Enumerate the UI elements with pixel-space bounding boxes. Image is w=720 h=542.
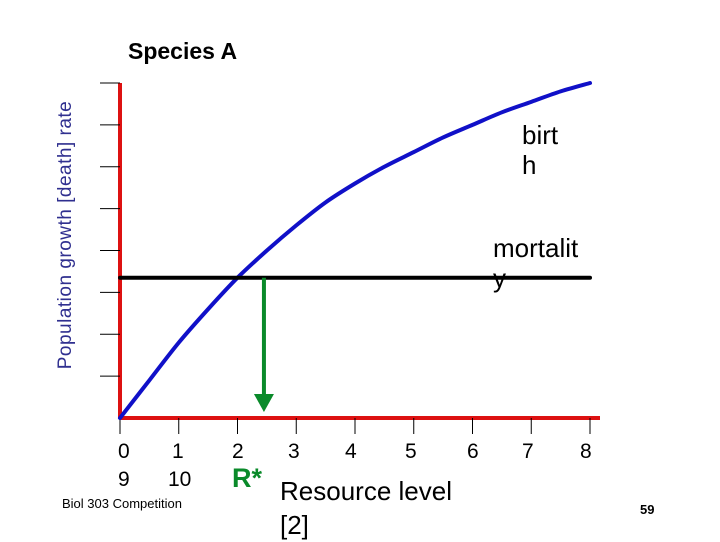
x-tick-label: 5 (405, 440, 417, 463)
mortality-series-label: mortalit y (493, 233, 578, 293)
x-tick-label: 10 (168, 468, 192, 491)
x-tick-label: 2 (232, 440, 244, 463)
birth-label-text: birt h (522, 120, 559, 180)
r-star-label: R* (232, 463, 263, 493)
x-tick-label: 6 (467, 440, 479, 463)
mortality-label-text: mortalit y (493, 233, 579, 293)
x-axis-label-note: [2] (280, 510, 309, 540)
birth-series-line (118, 81, 592, 420)
page-number: 59 (640, 502, 655, 517)
x-tick-label: 3 (288, 440, 300, 463)
x-tick-label: 8 (580, 440, 592, 463)
r-star-arrowhead (253, 394, 274, 412)
chart-title: Species A (128, 38, 238, 64)
birth-series-label: birt h (522, 120, 558, 180)
x-tick-label: 9 (118, 468, 130, 491)
x-axis-label: Resource level [2] (280, 474, 452, 542)
x-tick-label: 0 (118, 440, 130, 463)
x-tick-label: 7 (522, 440, 534, 463)
x-tick-label: 4 (345, 440, 357, 463)
y-axis-label: Population growth [death] rate (55, 100, 76, 370)
footer-text: Biol 303 Competition (62, 496, 182, 511)
x-axis-label-text: Resource level (280, 476, 452, 506)
x-tick-label: 1 (172, 440, 184, 463)
